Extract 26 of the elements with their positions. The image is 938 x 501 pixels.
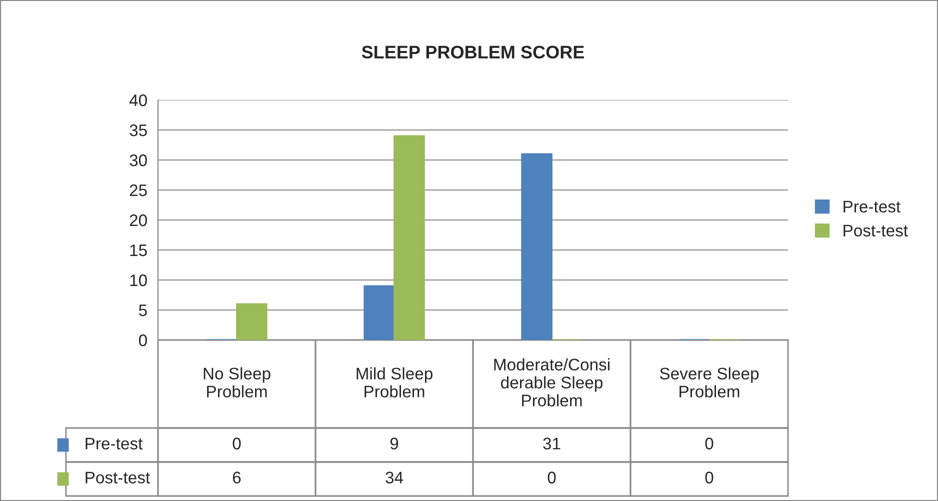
- data-label: 0: [232, 438, 241, 450]
- y-tick-label: 40: [129, 94, 147, 106]
- data-label: 6: [232, 472, 241, 484]
- data-label: 34: [386, 472, 404, 484]
- x-tick-label: Moderate/Considerable Sleep Problem: [494, 358, 610, 406]
- legend-label: Pre-test: [86, 438, 143, 450]
- x-tick-label: Severe Sleep Problem: [660, 367, 759, 398]
- y-tick-label: 25: [130, 184, 147, 196]
- x-tick-label: Mild Sleep Problem: [356, 367, 432, 398]
- y-tick-label: 5: [138, 304, 147, 316]
- data-label: 9: [390, 438, 398, 450]
- y-tick-label: 35: [130, 124, 147, 136]
- text: Pre-test: [844, 200, 900, 213]
- data-label: 0: [705, 438, 714, 450]
- y-tick-label: 30: [130, 154, 147, 166]
- text: Post-test: [86, 472, 150, 484]
- y-tick-label: 20: [130, 214, 147, 226]
- data-label: 31: [543, 438, 560, 450]
- x-tick-label: No Sleep Problem: [204, 367, 270, 398]
- data-label: 0: [548, 472, 556, 484]
- y-tick-label: 10: [130, 274, 147, 286]
- chart-title: SLEEP PROBLEM SCORE: [362, 46, 584, 59]
- legend-label: Post-test: [844, 224, 908, 236]
- data-label: 0: [705, 472, 714, 484]
- y-tick-label: 0: [138, 334, 147, 346]
- y-tick-label: 15: [130, 244, 147, 256]
